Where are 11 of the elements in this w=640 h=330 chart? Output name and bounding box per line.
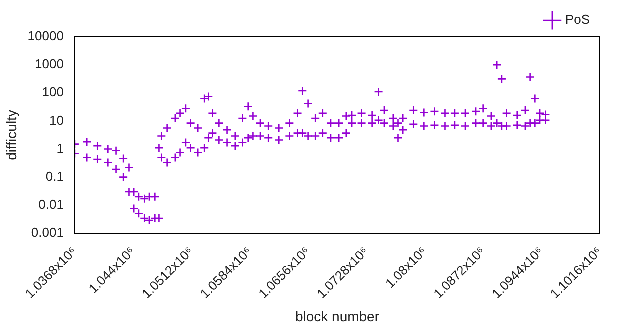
y-tick-label: 100 xyxy=(42,84,64,100)
y-tick-label: 0.01 xyxy=(38,196,64,212)
x-axis-title: block number xyxy=(295,308,380,324)
y-tick-label: 0.001 xyxy=(31,225,64,240)
y-tick-label: 1000 xyxy=(35,56,64,72)
y-tick-label: 1 xyxy=(56,140,64,156)
legend-label: PoS xyxy=(565,12,590,28)
y-tick-label: 10000 xyxy=(28,28,64,44)
y-tick-label: 0.1 xyxy=(46,168,64,184)
y-axis-title: difficulty xyxy=(3,110,20,160)
y-tick-label: 10 xyxy=(49,112,64,128)
